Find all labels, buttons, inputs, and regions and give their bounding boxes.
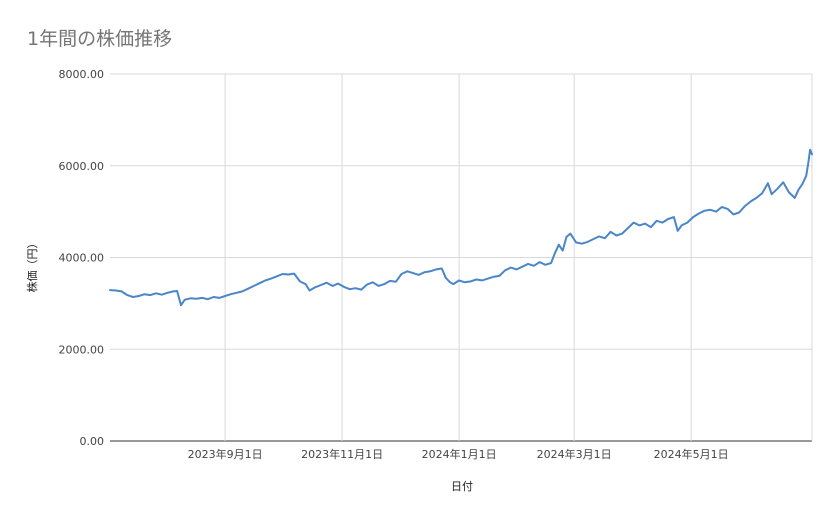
y-tick-label: 2000.00 (59, 343, 105, 356)
series-line (109, 148, 813, 307)
y-tick-label: 4000.00 (59, 252, 105, 265)
x-tick-label: 2024年1月1日 (422, 447, 497, 461)
y-tick-label: 6000.00 (59, 160, 105, 173)
x-tick-label: 2023年9月1日 (188, 447, 263, 461)
series-group (109, 148, 813, 307)
x-tick-label: 2023年11月1日 (301, 447, 383, 461)
gridlines (110, 73, 813, 442)
y-axis-ticks: 0.00 2000.00 4000.00 6000.00 8000.00 (59, 68, 105, 448)
x-tick-label: 2024年5月1日 (654, 447, 729, 461)
x-axis-label: 日付 (451, 480, 473, 493)
x-axis-ticks: 2023年9月1日 2023年11月1日 2024年1月1日 2024年3月1日 202… (188, 447, 729, 461)
y-axis-label: 株価（円） (25, 238, 39, 293)
y-tick-label: 0.00 (80, 435, 105, 448)
y-tick-label: 8000.00 (59, 68, 105, 81)
x-tick-label: 2024年3月1日 (537, 447, 612, 461)
chart-title: 1年間の株価推移 (27, 28, 173, 50)
